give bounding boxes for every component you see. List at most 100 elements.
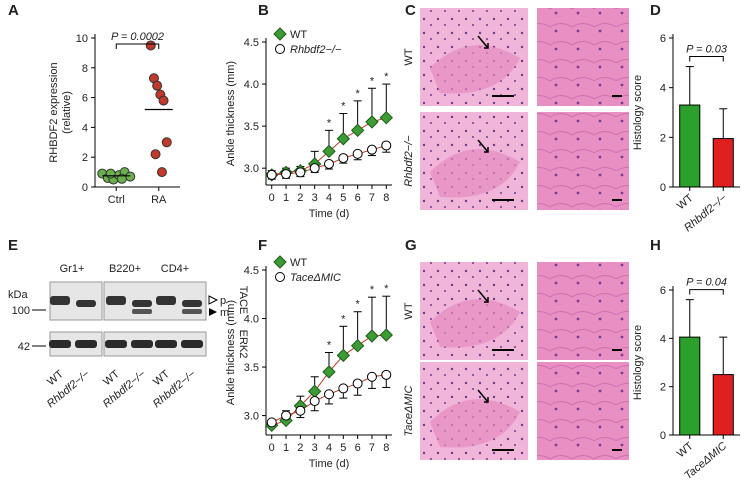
band — [106, 296, 126, 305]
protein-label: ERK2 — [237, 330, 249, 359]
y-tick-label: 4 — [82, 122, 88, 134]
x-tick-label: 3 — [312, 192, 318, 204]
row-label: TaceΔMIC — [403, 385, 415, 436]
y-tick-label: 4.0 — [244, 314, 259, 326]
band — [182, 309, 202, 314]
bar — [712, 138, 734, 188]
legend-marker — [273, 27, 287, 41]
marker — [322, 144, 336, 159]
y-axis-label: Histology score — [632, 325, 644, 400]
marker — [338, 153, 349, 164]
y-tick-label: 3.5 — [244, 121, 259, 133]
marker — [336, 132, 351, 146]
marker — [322, 365, 336, 379]
point — [158, 95, 169, 106]
row-label: WT — [403, 48, 415, 65]
bar — [712, 374, 734, 436]
y-tick-label: 4.5 — [244, 265, 259, 277]
legend-marker — [275, 272, 285, 282]
bracket — [689, 289, 724, 295]
legend-marker — [273, 255, 287, 269]
point — [152, 80, 163, 91]
marker — [309, 396, 320, 407]
significance: * — [327, 340, 332, 352]
panel-label: F — [258, 237, 267, 254]
significance: * — [384, 283, 389, 295]
x-tick-label: 0 — [269, 192, 275, 204]
band — [49, 340, 71, 348]
y-tick-label: 0 — [660, 182, 666, 194]
marker — [281, 169, 292, 180]
x-tick-label: 7 — [369, 192, 375, 204]
x-tick-label: Ctrl — [108, 194, 125, 206]
y-tick-label: 3.0 — [244, 411, 259, 423]
band — [105, 340, 127, 348]
x-tick-label: WT — [675, 440, 696, 460]
annotation: P = 0.04 — [686, 277, 727, 289]
panel-label: C — [405, 2, 416, 19]
marker — [365, 115, 379, 129]
marker — [352, 148, 363, 159]
significance: * — [370, 75, 375, 87]
marker — [295, 405, 306, 416]
x-tick-label: 0 — [269, 442, 275, 454]
x-tick-label: 1 — [283, 442, 289, 454]
marker — [379, 328, 393, 342]
histology-zoom — [537, 8, 629, 106]
point — [150, 149, 161, 160]
arrow — [477, 289, 489, 303]
x-tick-label: 4 — [326, 192, 332, 204]
y-tick-label: 10 — [76, 33, 88, 45]
x-tick-label: 6 — [355, 192, 361, 204]
x-axis-label: Time (d) — [309, 208, 350, 220]
row-label: WT — [403, 302, 415, 319]
tissue-region — [430, 299, 520, 348]
point — [116, 173, 127, 184]
marker — [381, 140, 392, 151]
bar — [679, 104, 701, 188]
arrow — [477, 35, 489, 49]
band — [131, 340, 153, 348]
x-tick-label: 8 — [383, 442, 389, 454]
x-tick-label: 7 — [369, 442, 375, 454]
point — [125, 171, 136, 182]
x-axis-label: Time (d) — [309, 458, 350, 470]
marker — [366, 144, 377, 155]
marker — [338, 383, 349, 394]
legend-label: WT — [290, 257, 307, 269]
marker — [281, 410, 292, 421]
x-tick-label: 4 — [326, 442, 332, 454]
panel-label: A — [8, 2, 19, 19]
marker — [324, 389, 334, 400]
y-tick-label: 2 — [660, 382, 666, 394]
marker — [336, 348, 351, 363]
marker — [381, 369, 392, 380]
significance: * — [341, 101, 346, 113]
x-tick-label: RA — [151, 194, 167, 206]
x-tick-label: WT — [675, 192, 696, 212]
point — [145, 40, 156, 51]
x-tick-label: 6 — [355, 442, 361, 454]
band — [181, 340, 203, 348]
panel-label: D — [650, 2, 661, 19]
y-tick-label: 6 — [660, 33, 666, 45]
y-tick-label: 3.5 — [244, 362, 259, 374]
y-axis-label: Ankle thickness (mm) — [225, 300, 237, 405]
significance: * — [341, 313, 346, 325]
marker — [365, 329, 379, 343]
band — [155, 340, 177, 348]
tissue-region — [430, 149, 520, 198]
x-tick-label: 5 — [340, 442, 346, 454]
significance: * — [384, 71, 389, 83]
significance: * — [370, 284, 375, 296]
tissue-region — [430, 45, 520, 94]
cell-label: B220+ — [109, 263, 141, 275]
band — [132, 300, 152, 307]
arrow — [477, 139, 489, 153]
y-axis-label: RHBDF2 expression — [48, 62, 60, 162]
y-axis-label: (relative) — [61, 91, 73, 134]
point — [156, 167, 167, 178]
marker — [295, 167, 306, 178]
protein-label: TACE — [237, 286, 249, 315]
